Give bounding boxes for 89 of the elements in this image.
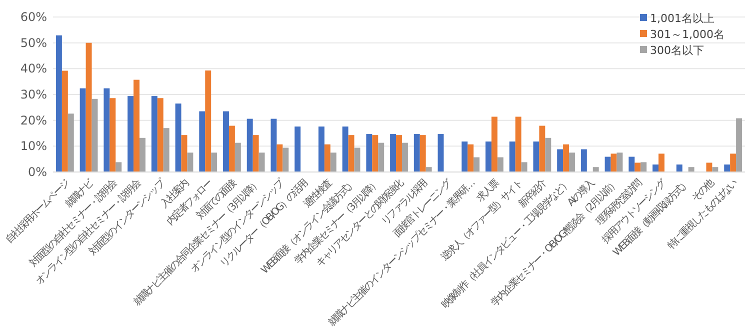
bar xyxy=(724,164,730,172)
bar xyxy=(569,152,575,172)
y-tick-label: 60% xyxy=(20,10,47,24)
bar xyxy=(246,118,253,172)
bar xyxy=(163,128,170,172)
bar xyxy=(181,135,188,172)
bar xyxy=(402,142,408,172)
bar xyxy=(128,96,134,172)
bar xyxy=(497,157,504,172)
bar xyxy=(199,111,206,172)
bar xyxy=(175,104,182,172)
bar xyxy=(640,162,647,172)
bar xyxy=(491,116,498,172)
bar xyxy=(545,138,552,172)
bar xyxy=(438,134,444,172)
bar xyxy=(134,80,140,172)
bar xyxy=(730,154,736,172)
bar xyxy=(110,98,116,172)
bar xyxy=(557,149,564,172)
bar xyxy=(372,135,378,172)
bar xyxy=(270,118,277,172)
bar xyxy=(354,148,360,172)
y-tick-label: 50% xyxy=(20,36,47,50)
bar xyxy=(348,135,354,172)
legend-label: 301～1,000名 xyxy=(650,28,724,41)
bar xyxy=(658,154,664,172)
y-tick-label: 10% xyxy=(20,139,47,154)
bar xyxy=(676,164,682,172)
y-tick-label: 40% xyxy=(20,62,47,76)
bar xyxy=(616,152,623,172)
bar xyxy=(539,126,546,172)
bar xyxy=(157,98,164,172)
bar xyxy=(223,111,229,172)
bar xyxy=(712,167,718,172)
bar xyxy=(474,157,480,172)
bar xyxy=(563,144,570,172)
bar xyxy=(414,134,420,172)
y-tick-label: 20% xyxy=(20,113,47,128)
bar xyxy=(276,144,283,172)
bar xyxy=(252,135,259,172)
bar xyxy=(342,126,348,172)
bar xyxy=(62,70,68,172)
y-tick-label: 30% xyxy=(20,88,47,102)
y-tick-label: 0% xyxy=(28,165,47,179)
bar xyxy=(68,114,74,172)
bar xyxy=(396,135,402,172)
bar xyxy=(92,98,98,172)
bar xyxy=(86,42,92,172)
bar xyxy=(610,154,617,172)
bar xyxy=(390,134,396,172)
bar xyxy=(736,118,742,172)
bar xyxy=(151,96,158,172)
bar xyxy=(628,156,635,172)
bar xyxy=(294,126,301,172)
bar xyxy=(366,134,372,172)
bar xyxy=(486,142,492,172)
bar xyxy=(462,142,468,172)
bar xyxy=(515,116,522,172)
bar xyxy=(318,126,324,172)
bar xyxy=(426,167,432,172)
bar xyxy=(324,144,330,172)
bar xyxy=(420,135,426,172)
bar xyxy=(80,88,86,172)
bar xyxy=(521,162,528,172)
bar xyxy=(187,152,194,172)
bar xyxy=(378,142,384,172)
bar xyxy=(228,126,235,172)
bar xyxy=(205,70,212,172)
bar xyxy=(211,152,218,172)
bar xyxy=(634,162,641,172)
bar xyxy=(258,152,265,172)
bar xyxy=(580,149,587,172)
bar xyxy=(56,35,62,172)
bar xyxy=(688,167,694,172)
bar xyxy=(706,162,712,172)
bar xyxy=(330,152,336,172)
legend-label: 1,001名以上 xyxy=(650,12,714,25)
bar xyxy=(604,156,611,172)
bar xyxy=(592,167,599,172)
bar xyxy=(652,164,658,172)
bar xyxy=(234,142,241,172)
bar xyxy=(140,138,146,172)
bar xyxy=(282,148,289,172)
bar xyxy=(468,144,474,172)
bar xyxy=(509,142,516,172)
legend-label: 300名以下 xyxy=(650,44,704,57)
bar xyxy=(116,162,122,172)
bar xyxy=(533,142,540,172)
bar xyxy=(104,88,110,172)
